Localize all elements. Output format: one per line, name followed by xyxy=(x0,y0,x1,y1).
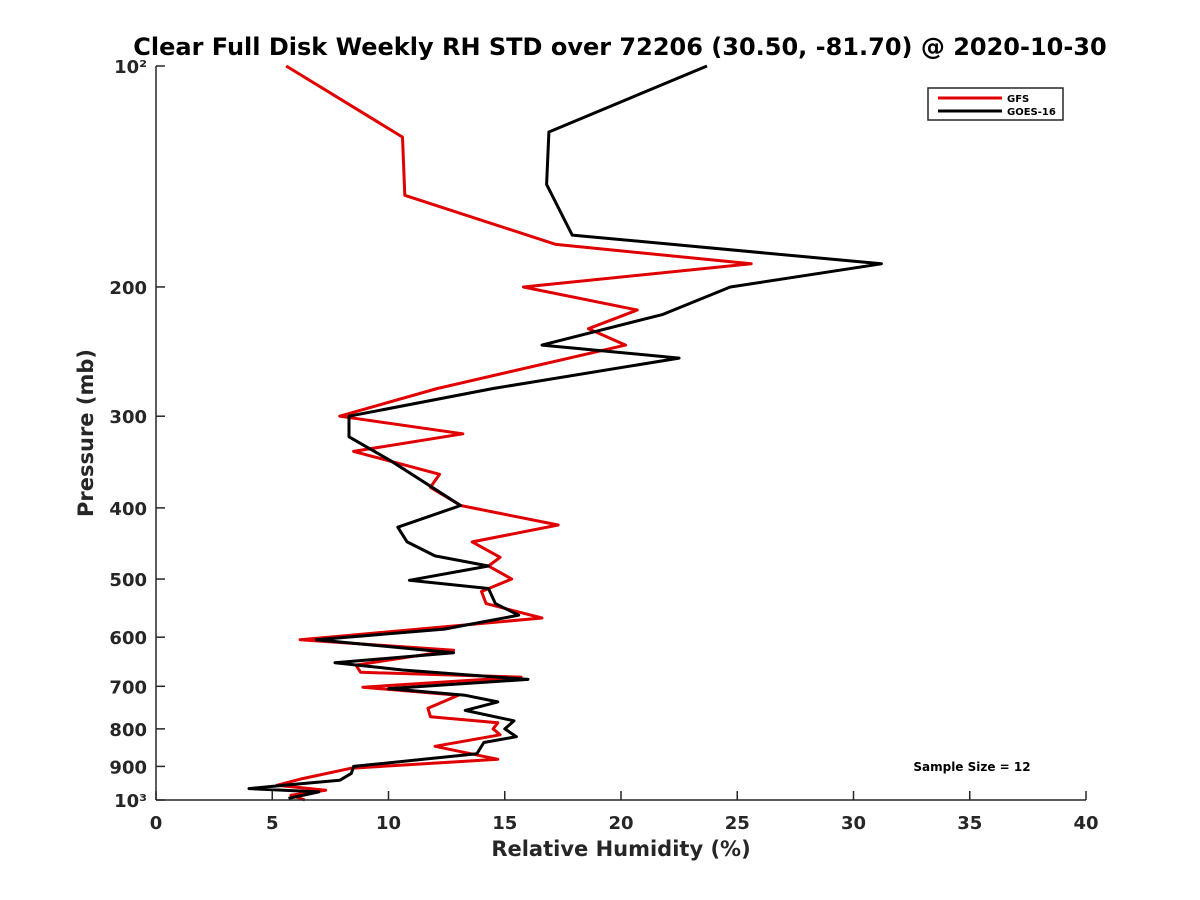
x-tick-label-4: 20 xyxy=(608,813,633,834)
y-tick-label-7: 800 xyxy=(109,720,147,741)
y-tick-label-5: 600 xyxy=(109,628,147,649)
x-tick-label-1: 5 xyxy=(266,813,279,834)
y-tick-label-9: 10³ xyxy=(114,791,147,812)
plot-area xyxy=(247,64,883,802)
sample-size-annotation: Sample Size = 12 xyxy=(913,760,1030,774)
y-ticks: 10² 200 300 400 500 600 700 800 900 10³ xyxy=(109,57,165,812)
y-tick-label-4: 500 xyxy=(109,570,147,591)
legend-box xyxy=(927,87,1064,121)
x-tick-label-7: 35 xyxy=(957,813,982,834)
y-tick-label-1: 200 xyxy=(109,278,147,299)
x-tick-label-8: 40 xyxy=(1073,813,1098,834)
x-tick-label-5: 25 xyxy=(725,813,750,834)
y-tick-label-3: 400 xyxy=(109,499,147,520)
legend: GFS GOES-16 xyxy=(927,87,1064,121)
x-tick-label-3: 15 xyxy=(492,813,517,834)
x-tick-label-2: 10 xyxy=(376,813,401,834)
chart-title: Clear Full Disk Weekly RH STD over 72206… xyxy=(133,33,1106,61)
x-tick-label-0: 0 xyxy=(150,813,163,834)
y-tick-label-6: 700 xyxy=(109,677,147,698)
series-line-goes-16 xyxy=(247,64,883,800)
y-tick-label-2: 300 xyxy=(109,407,147,428)
legend-label-goes-16: GOES-16 xyxy=(1007,107,1056,118)
x-tick-label-6: 30 xyxy=(841,813,866,834)
x-axis-label: Relative Humidity (%) xyxy=(491,837,750,861)
legend-label-gfs: GFS xyxy=(1007,94,1029,105)
y-tick-label-8: 900 xyxy=(109,757,147,778)
y-axis-label: Pressure (mb) xyxy=(74,349,98,517)
y-tick-label-0: 10² xyxy=(114,57,147,78)
x-ticks: 0 5 10 15 20 25 30 35 40 xyxy=(150,791,1099,834)
